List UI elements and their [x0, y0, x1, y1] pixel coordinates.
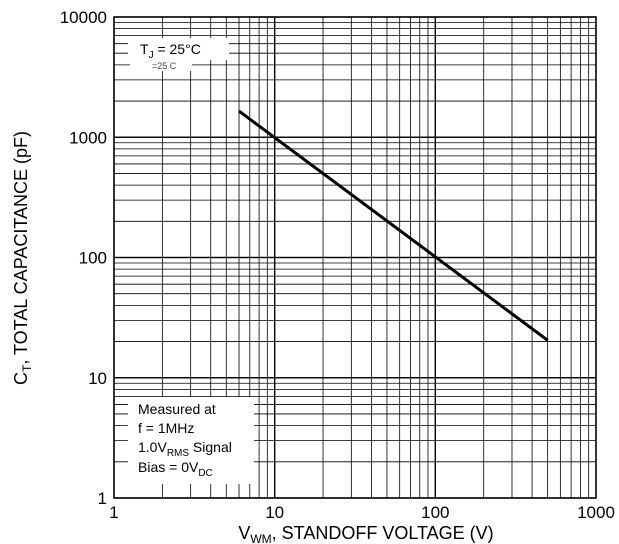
- condition-line-3: 1.0VRMS Signal: [138, 439, 232, 459]
- temperature-legend: TJ = 25°C =25 C: [128, 38, 229, 71]
- x-tick-label: 100: [421, 503, 449, 522]
- plot-frame: [113, 16, 597, 499]
- y-tick-labels: 1 10 100 1000 10000: [60, 8, 107, 508]
- capacitance-curve: [238, 109, 549, 342]
- series-layer: [238, 109, 549, 342]
- y-tick-label: 100: [79, 249, 107, 268]
- condition-line-4: Bias = 0VDC: [138, 459, 213, 479]
- condition-line-2: f = 1MHz: [138, 420, 194, 436]
- grid: [113, 16, 597, 499]
- y-tick-label: 1: [98, 489, 107, 508]
- y-tick-label: 10: [88, 369, 107, 388]
- y-axis-title: CT, TOTAL CAPACITANCE (pF): [11, 131, 34, 385]
- x-tick-label: 10: [265, 503, 284, 522]
- x-axis-title: VWM, STANDOFF VOLTAGE (V): [238, 523, 493, 544]
- temperature-label: TJ = 25°C: [140, 41, 201, 61]
- y-tick-label: 1000: [69, 128, 107, 147]
- y-tick-label: 10000: [60, 8, 107, 27]
- x-tick-labels: 1 10 100 1000: [109, 503, 615, 522]
- x-tick-label: 1: [109, 503, 118, 522]
- conditions-legend: Measured at f = 1MHz 1.0VRMS Signal Bias…: [128, 397, 254, 484]
- x-tick-label: 1000: [577, 503, 615, 522]
- condition-line-1: Measured at: [138, 401, 216, 417]
- temperature-ghost-label: =25 C: [152, 61, 177, 71]
